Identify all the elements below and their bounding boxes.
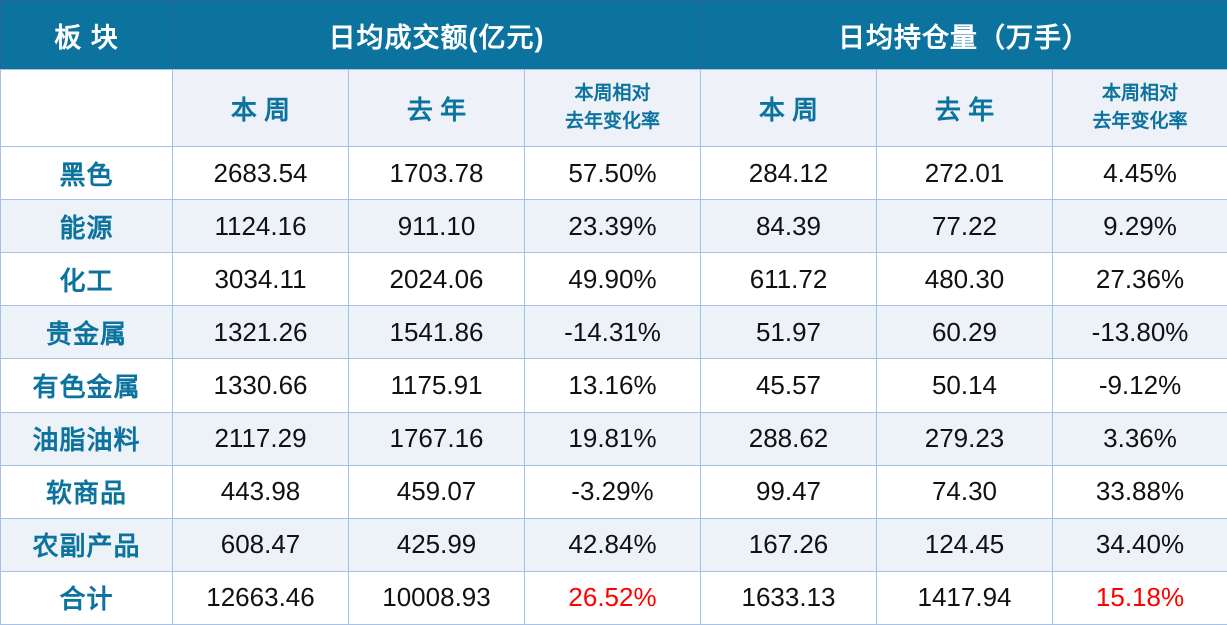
oi-change-header-line1: 本周相对 [1102, 83, 1179, 105]
cell-oi-change: 27.36% [1051, 252, 1227, 307]
oi-this-week-header: 本 周 [700, 69, 877, 147]
group-header-row: 板 块 日均成交额(亿元) 日均持仓量（万手） [0, 0, 1227, 70]
sector-label: 化工 [0, 252, 173, 307]
cell-oi-this-week: 45.57 [700, 358, 877, 413]
turnover-last-year-header: 去 年 [348, 69, 525, 147]
cell-oi-last-year: 77.22 [876, 199, 1053, 254]
oi-last-year-header: 去 年 [876, 69, 1053, 147]
cell-oi-last-year: 60.29 [876, 305, 1053, 360]
turnover-change-header: 本周相对 去年变化率 [524, 69, 701, 147]
cell-turnover-this-week: 443.98 [172, 464, 349, 519]
cell-turnover-last-year: 2024.06 [348, 252, 525, 307]
cell-turnover-change: -3.29% [524, 464, 701, 519]
cell-turnover-this-week: 2117.29 [172, 411, 349, 466]
cell-turnover-change: 57.50% [524, 145, 701, 201]
oi-change-header: 本周相对 去年变化率 [1051, 69, 1227, 147]
cell-turnover-this-week: 1330.66 [172, 358, 349, 413]
cell-oi-this-week: 99.47 [700, 464, 877, 519]
cell-oi-change: -9.12% [1051, 358, 1227, 413]
sector-column-header: 板 块 [0, 0, 173, 70]
cell-turnover-this-week: 12663.46 [172, 570, 349, 625]
cell-oi-this-week: 288.62 [700, 411, 877, 466]
cell-turnover-this-week: 2683.54 [172, 145, 349, 201]
oi-change-header-line2: 去年变化率 [1092, 111, 1188, 132]
cell-turnover-change: 13.16% [524, 358, 701, 413]
sector-label: 能源 [0, 199, 173, 254]
table-row: 油脂油料 2117.29 1767.16 19.81% 288.62 279.23 3.36… [0, 411, 1227, 466]
cell-turnover-change: 42.84% [524, 517, 701, 572]
cell-turnover-change: 49.90% [524, 252, 701, 307]
cell-turnover-last-year: 10008.93 [348, 570, 525, 625]
cell-oi-this-week: 51.97 [700, 305, 877, 360]
cell-oi-last-year: 279.23 [876, 411, 1053, 466]
sector-label: 软商品 [0, 464, 173, 519]
turnover-this-week-header: 本 周 [172, 69, 349, 147]
table-row: 黑色 2683.54 1703.78 57.50% 284.12 272.01 4.45% [0, 145, 1227, 201]
turnover-change-header-line1: 本周相对 [574, 83, 651, 105]
cell-turnover-last-year: 911.10 [348, 199, 525, 254]
cell-oi-this-week: 284.12 [700, 145, 877, 201]
cell-oi-last-year: 124.45 [876, 517, 1053, 572]
table-header: 板 块 日均成交额(亿元) 日均持仓量（万手） 本 周 去 年 本周相对 去年变… [0, 0, 1227, 147]
sector-label: 贵金属 [0, 305, 173, 360]
cell-turnover-change: 19.81% [524, 411, 701, 466]
cell-turnover-change: 23.39% [524, 199, 701, 254]
cell-oi-this-week: 1633.13 [700, 570, 877, 625]
sector-label: 有色金属 [0, 358, 173, 413]
cell-oi-change: 4.45% [1051, 145, 1227, 201]
cell-turnover-last-year: 459.07 [348, 464, 525, 519]
table-body: 黑色 2683.54 1703.78 57.50% 284.12 272.01 4.45% 能… [0, 145, 1227, 625]
blank-header-cell [0, 69, 173, 147]
cell-turnover-last-year: 1703.78 [348, 145, 525, 201]
sector-label: 油脂油料 [0, 411, 173, 466]
cell-oi-this-week: 611.72 [700, 252, 877, 307]
cell-turnover-last-year: 1767.16 [348, 411, 525, 466]
table-row: 软商品 443.98 459.07 -3.29% 99.47 74.30 33.88% [0, 464, 1227, 519]
cell-oi-change: 9.29% [1051, 199, 1227, 254]
table-row: 能源 1124.16 911.10 23.39% 84.39 77.22 9.29% [0, 199, 1227, 254]
cell-turnover-change: 26.52% [524, 570, 701, 625]
cell-oi-this-week: 167.26 [700, 517, 877, 572]
cell-turnover-last-year: 1175.91 [348, 358, 525, 413]
cell-turnover-change: -14.31% [524, 305, 701, 360]
cell-oi-change: -13.80% [1051, 305, 1227, 360]
cell-oi-change: 15.18% [1051, 570, 1227, 625]
cell-oi-change: 34.40% [1051, 517, 1227, 572]
sector-label: 农副产品 [0, 517, 173, 572]
sector-label: 合计 [0, 570, 173, 625]
table-row: 化工 3034.11 2024.06 49.90% 611.72 480.30 27.36% [0, 252, 1227, 307]
cell-oi-change: 33.88% [1051, 464, 1227, 519]
turnover-change-header-line2: 去年变化率 [564, 111, 660, 132]
cell-turnover-this-week: 3034.11 [172, 252, 349, 307]
cell-oi-last-year: 480.30 [876, 252, 1053, 307]
sub-header-row: 本 周 去 年 本周相对 去年变化率 本 周 去 年 本周相对 去年变化率 [0, 69, 1227, 147]
cell-oi-this-week: 84.39 [700, 199, 877, 254]
cell-turnover-this-week: 608.47 [172, 517, 349, 572]
table-row: 有色金属 1330.66 1175.91 13.16% 45.57 50.14 -9.12% [0, 358, 1227, 413]
cell-oi-change: 3.36% [1051, 411, 1227, 466]
cell-turnover-this-week: 1321.26 [172, 305, 349, 360]
sector-label: 黑色 [0, 145, 173, 201]
turnover-group-header: 日均成交额(亿元) [172, 0, 701, 70]
cell-oi-last-year: 50.14 [876, 358, 1053, 413]
cell-turnover-last-year: 1541.86 [348, 305, 525, 360]
cell-oi-last-year: 74.30 [876, 464, 1053, 519]
total-row: 合计 12663.46 10008.93 26.52% 1633.13 1417.94 15… [0, 570, 1227, 625]
open-interest-group-header: 日均持仓量（万手） [699, 0, 1227, 70]
table-row: 贵金属 1321.26 1541.86 -14.31% 51.97 60.29 -13.80… [0, 305, 1227, 360]
cell-turnover-last-year: 425.99 [348, 517, 525, 572]
table-row: 农副产品 608.47 425.99 42.84% 167.26 124.45 34.40% [0, 517, 1227, 572]
cell-turnover-this-week: 1124.16 [172, 199, 349, 254]
cell-oi-last-year: 272.01 [876, 145, 1053, 201]
cell-oi-last-year: 1417.94 [876, 570, 1053, 625]
